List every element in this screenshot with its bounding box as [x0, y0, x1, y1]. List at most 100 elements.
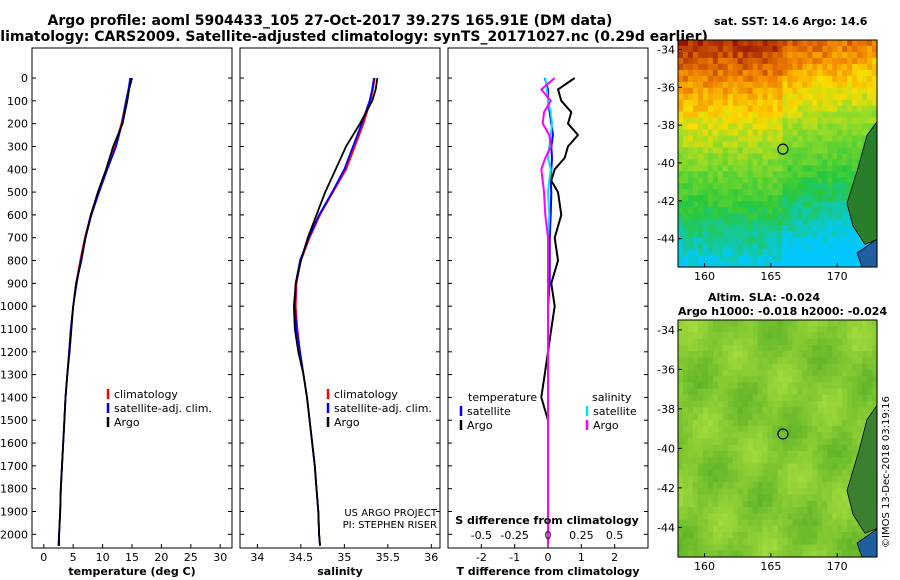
map-cell [687, 237, 694, 244]
map-cell [872, 117, 878, 125]
map-cell [727, 105, 734, 113]
map-cell [782, 99, 789, 107]
map-cell [717, 507, 724, 514]
map-cell [762, 338, 769, 346]
map-cell [678, 482, 684, 489]
map-cell [757, 538, 764, 546]
map-cell [837, 475, 843, 483]
map-cell [847, 376, 853, 383]
map-cell [802, 457, 808, 465]
map-cell [687, 525, 694, 533]
map-cell [722, 105, 729, 113]
legend-label-satellite-adj-clim-: satellite-adj. clim. [114, 402, 212, 415]
map-cell [707, 231, 714, 238]
map-cell [732, 357, 739, 365]
map-cell [682, 544, 689, 552]
map-cell [792, 376, 798, 383]
map-cell [742, 413, 749, 421]
map-cell [752, 344, 759, 352]
map-cell [682, 407, 689, 415]
map-cell [678, 237, 684, 244]
map-cell [797, 51, 803, 59]
map-cell [687, 87, 694, 95]
map-cell [747, 69, 754, 77]
map-cell [767, 255, 774, 262]
map-cell [737, 401, 744, 408]
map-cell [807, 40, 813, 47]
map-cell [842, 507, 848, 514]
map-cell [802, 488, 808, 496]
map-cell [797, 550, 803, 558]
map-cell [842, 129, 848, 137]
map-cell [692, 544, 699, 552]
map-cell [802, 159, 808, 167]
map-cell [832, 469, 838, 477]
map-cell [847, 419, 853, 427]
map-cell [757, 207, 764, 214]
map-cell [717, 171, 724, 178]
map-cell [822, 189, 828, 196]
map-cell [727, 394, 734, 402]
series-line-s-argo [540, 77, 556, 546]
map-cell [717, 51, 724, 59]
map-cell [872, 320, 878, 327]
map-cell [757, 159, 764, 167]
map-cell [742, 117, 749, 125]
map-cell [712, 225, 719, 232]
map-cell [827, 57, 833, 65]
map-cell [687, 363, 694, 371]
map-cell [727, 159, 734, 167]
map-cell [702, 438, 709, 446]
map-cell [757, 388, 764, 396]
map-cell [827, 538, 833, 546]
map-cell [812, 255, 818, 262]
map-cell [767, 99, 774, 107]
x-tick-label: 2 [611, 551, 618, 564]
map-cell [772, 513, 779, 521]
map-cell [837, 507, 843, 514]
map-cell [832, 519, 838, 527]
map-cell [678, 344, 684, 352]
map-cell [802, 494, 808, 502]
map-cell [802, 153, 808, 161]
map-cell [732, 81, 739, 89]
map-cell [822, 249, 828, 256]
map-cell [727, 57, 734, 65]
map-cell [842, 457, 848, 465]
map-cell [822, 376, 828, 383]
map-cell [762, 201, 769, 208]
map-cell [857, 117, 863, 125]
map-cell [767, 249, 774, 256]
map-cell [762, 394, 769, 402]
map-cell [682, 225, 689, 232]
map-cell [842, 123, 848, 131]
map-cell [732, 207, 739, 214]
map-cell [772, 494, 779, 502]
map-cell [797, 482, 803, 489]
map-cell [707, 500, 714, 508]
map-cell [847, 135, 853, 143]
map-cell [742, 201, 749, 208]
map-cell [722, 231, 729, 238]
map-cell [767, 81, 774, 89]
map-cell [872, 394, 878, 402]
map-cell [707, 369, 714, 377]
map-cell [732, 457, 739, 465]
map-cell [722, 419, 729, 427]
map-cell [702, 159, 709, 167]
map-cell [812, 81, 818, 89]
map-cell [777, 165, 784, 173]
map-cell [777, 219, 784, 226]
map-cell [822, 369, 828, 377]
map-cell [678, 519, 684, 527]
sst-map [677, 39, 878, 268]
map-cell [812, 538, 818, 546]
map-cell [737, 111, 744, 119]
map-cell [817, 500, 823, 508]
map-cell [678, 488, 684, 496]
series-line-satellite-adj-clim- [57, 77, 132, 546]
map-cell [717, 351, 724, 359]
map-cell [772, 207, 779, 214]
map-cell [757, 219, 764, 226]
map-cell [707, 351, 714, 359]
